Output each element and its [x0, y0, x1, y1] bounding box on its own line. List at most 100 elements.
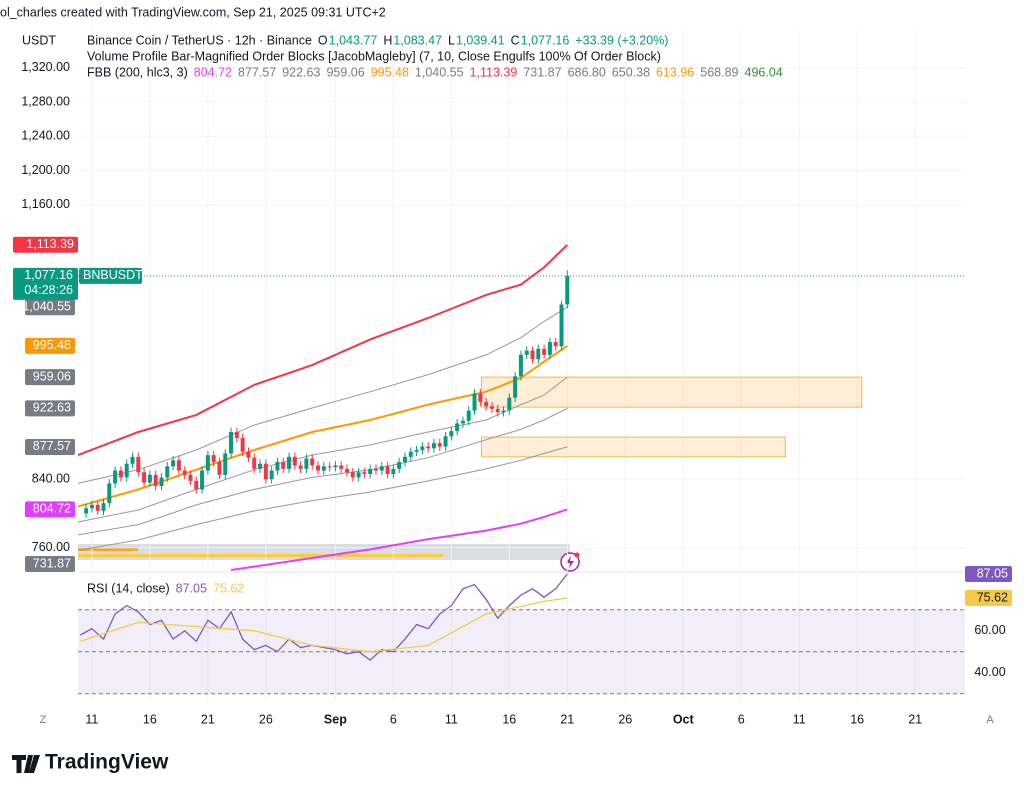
- candle-body: [316, 465, 321, 471]
- candle-body: [437, 443, 442, 447]
- candle-body: [472, 393, 477, 411]
- candle-body: [373, 468, 378, 471]
- candle-body: [176, 460, 181, 471]
- y-tick-label: 1,320.00: [21, 60, 70, 74]
- candle-body: [489, 406, 494, 409]
- price-badge-label: 1,113.39: [26, 237, 74, 251]
- legend-text: 568.89: [700, 65, 738, 79]
- credit: ol_charles created with TradingView.com,…: [0, 5, 386, 19]
- legend-text: RSI (14, close): [87, 581, 170, 595]
- rsi-badge-label: 75.62: [977, 590, 1008, 604]
- y-tick-label: 1,200.00: [21, 163, 70, 177]
- candle-body: [142, 472, 147, 483]
- legend-text: 613.96: [656, 65, 694, 79]
- candle-body: [275, 462, 280, 471]
- rsi-badge: [965, 565, 1012, 582]
- volume-profile-bar: [78, 554, 443, 557]
- candle-body: [402, 456, 407, 462]
- candle-body: [495, 408, 500, 413]
- candle-body: [252, 457, 257, 469]
- candle-body: [84, 508, 89, 514]
- band-line: [77, 306, 568, 484]
- x-tick-label: Sep: [324, 712, 347, 726]
- candle-body: [553, 342, 558, 347]
- legend-text: 877.57: [238, 65, 276, 79]
- legend-text: +33.39 (+3.20%): [575, 33, 668, 47]
- legend-text: 1,113.39: [470, 65, 518, 79]
- candle-body: [281, 462, 286, 469]
- candle-body: [147, 474, 152, 483]
- candle-body: [362, 472, 367, 474]
- legend-text: 87.05: [176, 581, 207, 595]
- price-badge: [25, 369, 75, 386]
- alert-icon-bolt: [566, 556, 574, 568]
- rsi-badge-label: 87.05: [977, 566, 1008, 580]
- legend-text: 75.62: [213, 581, 244, 595]
- price-badge: [25, 556, 75, 572]
- price-badge: [13, 236, 78, 253]
- price-badge: [25, 400, 75, 417]
- candle-body: [298, 465, 303, 469]
- candle-body: [408, 451, 413, 457]
- candle-body: [339, 465, 344, 469]
- volume-profile-bar: [78, 547, 138, 551]
- x-tick-label: 26: [259, 712, 273, 726]
- band-line: [77, 376, 568, 523]
- candle-body: [327, 466, 332, 468]
- candle-body: [356, 472, 361, 478]
- candle-body: [431, 443, 436, 449]
- candle-body: [182, 470, 187, 475]
- candle-body: [229, 432, 234, 454]
- x-tick-label: 6: [390, 712, 397, 726]
- price-badge: [25, 337, 75, 354]
- y-tick-label: 760.00: [32, 540, 70, 554]
- price-badge-label: 959.06: [33, 369, 71, 383]
- currency[interactable]: USDT: [22, 33, 56, 47]
- order-block: [480, 376, 863, 408]
- candle-body: [507, 397, 512, 411]
- candle-body: [559, 304, 564, 347]
- candle-body: [536, 348, 541, 360]
- legend-text: 650.38: [612, 65, 650, 79]
- rsi-tick-label: 60.00: [974, 623, 1005, 637]
- candle-body: [194, 480, 199, 490]
- symbol-tag-label: BNBUSDT: [83, 268, 143, 282]
- candle-body: [420, 446, 425, 450]
- volume-profile: [78, 544, 570, 560]
- candle-body: [542, 348, 547, 355]
- price-badge: [25, 299, 75, 316]
- legend-text: 995.48: [371, 65, 409, 79]
- legend-text: 1,039.41: [456, 33, 505, 47]
- countdown: 04:28:26: [24, 283, 73, 297]
- legend-text: 922.63: [282, 65, 320, 79]
- legend-text: 686.80: [568, 65, 606, 79]
- candle-body: [200, 470, 205, 490]
- candle-body: [118, 470, 123, 478]
- candle-body: [165, 466, 170, 478]
- y-tick-label: 1,160.00: [21, 197, 70, 211]
- scale-button[interactable]: Z: [40, 714, 47, 726]
- candle-body: [223, 453, 228, 475]
- price-badge: [25, 501, 75, 518]
- legend-text: O: [318, 33, 328, 47]
- scale-button[interactable]: A: [986, 714, 994, 726]
- rsi-tick-label: 40.00: [974, 665, 1005, 679]
- candle-body: [379, 466, 384, 471]
- candle-body: [565, 275, 570, 305]
- candle-body: [258, 463, 263, 469]
- candle-body: [478, 393, 483, 402]
- candle-body: [321, 466, 326, 471]
- x-tick-label: 21: [908, 712, 922, 726]
- candle-body: [547, 342, 552, 355]
- candle-body: [344, 468, 349, 473]
- candle-body: [304, 458, 309, 469]
- currency-button[interactable]: [16, 30, 60, 52]
- logo: TradingView: [45, 751, 169, 774]
- price-badge: [13, 267, 78, 300]
- alert-dot: [574, 552, 580, 558]
- rsi-line: [79, 573, 568, 661]
- candle-body: [333, 465, 338, 468]
- candle-body: [443, 436, 448, 447]
- candle-body: [455, 423, 460, 432]
